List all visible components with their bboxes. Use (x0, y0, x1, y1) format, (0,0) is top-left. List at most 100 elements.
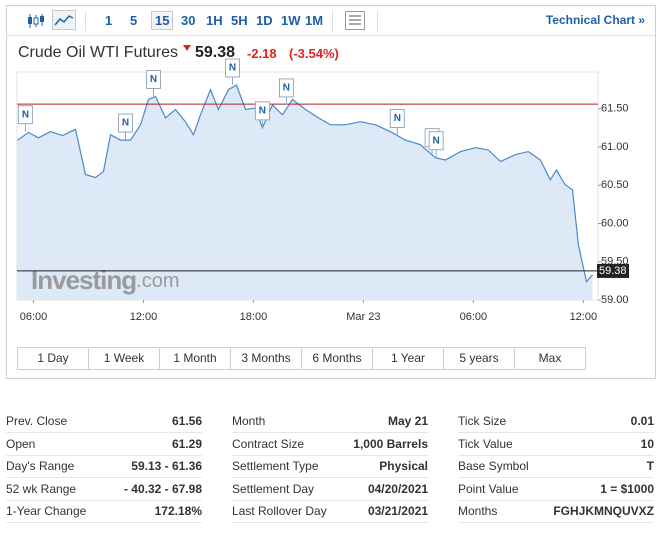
stat-label: Months (458, 504, 498, 518)
stat-value: May 21 (387, 414, 428, 428)
stat-row: Point Value 1 = $1000 (458, 478, 654, 501)
stat-value: 0.01 (630, 414, 654, 428)
stat-row: Last Rollover Day 03/21/2021 (232, 500, 428, 523)
news-pin (225, 58, 241, 78)
interval-button[interactable]: 15 (151, 11, 174, 30)
y-tick-label: 60.50 (601, 179, 629, 191)
news-label: N (229, 63, 236, 74)
stat-label: 1-Year Change (6, 504, 87, 518)
news-label: N (259, 105, 266, 116)
chart: Investing.com59.0059.5060.0060.5061.0061… (16, 58, 629, 323)
news-pin (254, 101, 270, 121)
range-button[interactable]: 3 Months (231, 348, 302, 369)
area (17, 85, 593, 300)
news-label: N (122, 118, 129, 129)
stat-label: Day's Range (6, 459, 75, 473)
interval-button[interactable]: 1M (305, 13, 324, 28)
stat-value: FGHJKMNQUVXZ (553, 504, 654, 518)
widget-frame (6, 5, 656, 379)
stat-row: Tick Size 0.01 (458, 410, 654, 433)
change-percent: (-3.54%) (289, 46, 339, 61)
stat-value: 03/21/2021 (367, 504, 428, 518)
stat-value: T (646, 459, 654, 473)
stat-label: Prev. Close (6, 414, 68, 428)
stat-value: 04/20/2021 (367, 481, 428, 496)
change: -2.18 (247, 46, 277, 61)
news-label: N (394, 113, 401, 124)
stat-row: Tick Value 10 (458, 433, 654, 456)
range-button[interactable]: 1 Year (373, 348, 444, 369)
interval-button[interactable]: 30 (181, 13, 196, 28)
y-tick-label: 59.00 (601, 294, 629, 306)
range-button[interactable]: 5 years (444, 348, 515, 369)
x-tick-label: 06:00 (460, 311, 488, 323)
stat-label: Settlement Day (232, 481, 315, 496)
y-tick-label: 60.00 (601, 217, 629, 229)
interval-button[interactable]: 5 (130, 13, 138, 28)
x-tick-label: 18:00 (240, 311, 268, 323)
news-pin (389, 109, 405, 129)
news-pin (146, 69, 162, 89)
stat-value: - 40.32 - 67.98 (123, 481, 202, 496)
stat-label: Settlement Type (232, 459, 319, 473)
news-pin (428, 131, 444, 151)
news-pin (17, 105, 33, 125)
stat-value: 1,000 Barrels (353, 436, 428, 451)
last-price-label: 59.38 (599, 265, 627, 277)
x-tick-label: Mar 23 (346, 311, 380, 323)
separator (85, 11, 86, 31)
range-button[interactable]: 1 Month (160, 348, 231, 369)
instrument-name: Crude Oil WTI Futures (18, 44, 179, 61)
stat-row: Prev. Close 61.56 (6, 410, 202, 433)
separator (332, 11, 333, 31)
news-label: N (433, 135, 440, 146)
stat-row: 1-Year Change 172.18% (6, 500, 202, 523)
stat-row: Settlement Type Physical (232, 455, 428, 478)
table-icon[interactable] (345, 11, 365, 30)
interval-button[interactable]: 1D (256, 13, 273, 28)
watermark: Investing.com (31, 265, 179, 295)
price: 59.38 (195, 44, 236, 61)
range-button[interactable]: 6 Months (302, 348, 373, 369)
last-price-box (597, 263, 629, 278)
range-button[interactable]: 1 Day (18, 348, 89, 369)
stat-label: Tick Value (458, 436, 513, 451)
price-line (17, 84, 593, 283)
stat-row: Day's Range 59.13 - 61.36 (6, 455, 202, 478)
separator (377, 11, 378, 31)
interval-button[interactable]: 1W (281, 13, 301, 28)
technical-chart-link[interactable]: Technical Chart » (545, 13, 645, 27)
interval-button[interactable]: 1 (105, 13, 113, 28)
stat-label: Open (6, 436, 36, 451)
stat-row: Months FGHJKMNQUVXZ (458, 500, 654, 523)
stat-label: 52 wk Range (6, 481, 77, 496)
range-button[interactable]: Max (515, 348, 585, 369)
news-pin (118, 113, 134, 133)
stat-label: Last Rollover Day (232, 504, 327, 518)
stat-value: Physical (379, 459, 428, 473)
news-label: N (22, 109, 29, 120)
stat-row: Contract Size 1,000 Barrels (232, 433, 428, 456)
stat-row: Month May 21 (232, 410, 428, 433)
stat-value: 61.29 (171, 436, 202, 451)
news-label: N (150, 74, 157, 85)
range-button[interactable]: 1 Week (89, 348, 160, 369)
range-buttons: 1 Day 1 Week 1 Month 3 Months 6 Months 1 Year… (17, 347, 586, 370)
stat-row: 52 wk Range - 40.32 - 67.98 (6, 478, 202, 501)
y-tick-label: 61.00 (601, 141, 629, 153)
line-icon[interactable] (52, 10, 76, 30)
x-tick-label: 12:00 (130, 311, 158, 323)
stat-value: 59.13 - 61.36 (131, 459, 202, 473)
down-arrow (183, 45, 191, 51)
interval-button[interactable]: 5H (231, 13, 248, 28)
candle-icon[interactable] (27, 13, 45, 29)
stat-value: 172.18% (154, 504, 202, 518)
watermark-suffix: .com (136, 270, 179, 292)
stat-label: Base Symbol (458, 459, 529, 473)
interval-button[interactable]: 1H (206, 13, 223, 28)
stat-row: Settlement Day 04/20/2021 (232, 478, 428, 501)
stat-value: 10 (640, 436, 654, 451)
stat-label: Contract Size (232, 436, 305, 451)
stat-row: Base Symbol T (458, 455, 654, 478)
